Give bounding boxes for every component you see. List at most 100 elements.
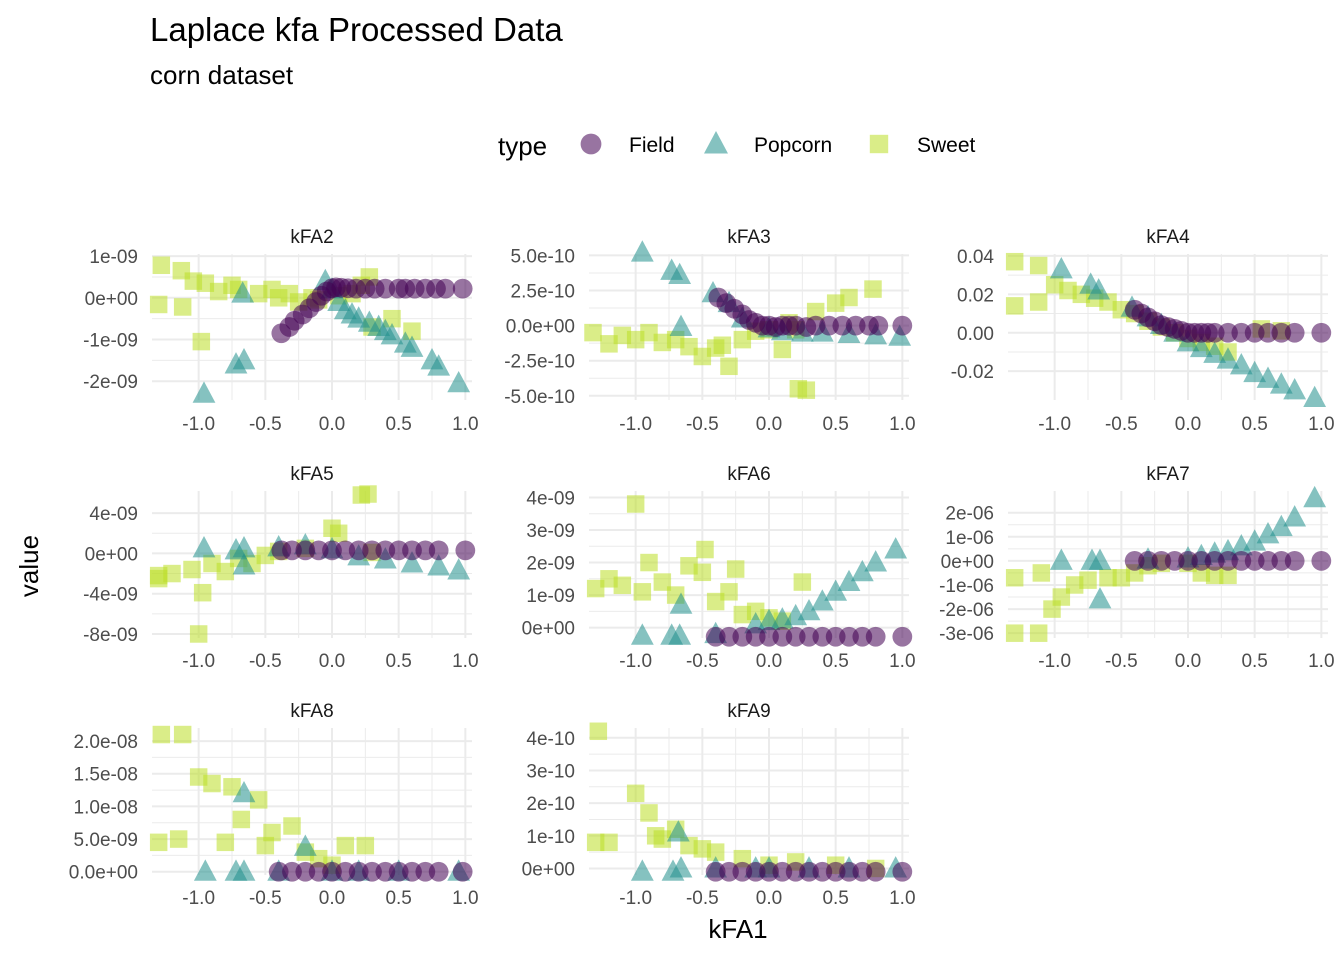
data-point-sweet	[216, 833, 235, 852]
data-point-field	[892, 861, 913, 882]
x-axis-label: kFA1	[708, 914, 767, 944]
y-tick-label: -2e-09	[83, 372, 138, 393]
data-point-popcorn	[193, 859, 217, 881]
x-tick-label: -0.5	[249, 414, 282, 435]
legend-label-sweet: Sweet	[917, 134, 976, 157]
data-point-sweet	[640, 323, 658, 342]
data-point-sweet	[152, 725, 171, 744]
data-point-sweet	[173, 725, 192, 744]
data-point-sweet	[613, 576, 632, 595]
x-tick-label: 1.0	[889, 414, 915, 435]
data-point-sweet	[586, 833, 605, 852]
data-point-popcorn	[1216, 347, 1240, 369]
data-point-sweet	[653, 573, 672, 591]
series-field	[708, 287, 913, 337]
x-tick-label: 1.0	[452, 651, 478, 672]
data-point-sweet	[1045, 275, 1064, 294]
x-tick-label: -0.5	[1105, 651, 1138, 672]
data-point-sweet	[209, 282, 228, 301]
data-point-field	[455, 540, 476, 561]
facet-strip-label: kFA5	[290, 464, 333, 485]
data-point-sweet	[600, 570, 618, 588]
data-point-popcorn	[1269, 372, 1293, 394]
data-point-popcorn	[447, 558, 471, 580]
data-point-sweet	[826, 294, 845, 312]
series-field	[268, 861, 473, 882]
series-sweet	[1005, 554, 1237, 642]
data-point-sweet	[163, 564, 181, 583]
y-tick-label: -1e-06	[939, 576, 994, 597]
y-tick-label: 1.5e-08	[74, 765, 138, 786]
y-tick-label: 0e+00	[85, 289, 138, 310]
y-tick-label: 0e+00	[85, 544, 138, 565]
y-tick-label: 1e-09	[526, 586, 575, 607]
data-point-popcorn	[797, 598, 821, 621]
chart-subtitle: corn dataset	[150, 60, 294, 90]
data-point-popcorn	[1303, 385, 1327, 408]
data-point-popcorn	[884, 537, 908, 559]
x-tick-label: -1.0	[619, 888, 652, 909]
data-point-popcorn	[1243, 529, 1267, 551]
data-point-sweet	[403, 322, 421, 340]
data-point-sweet	[196, 274, 215, 292]
data-point-popcorn	[192, 536, 216, 558]
data-point-popcorn	[1203, 341, 1227, 363]
y-tick-label: 3e-09	[526, 521, 575, 542]
data-point-sweet	[1099, 569, 1117, 587]
data-point-sweet	[806, 302, 825, 321]
x-tick-label: 1.0	[452, 888, 478, 909]
data-point-sweet	[586, 579, 605, 598]
data-point-sweet	[706, 592, 725, 611]
y-tick-label: 5.0e-09	[74, 830, 138, 851]
x-tick-label: -1.0	[619, 651, 652, 672]
data-point-sweet	[693, 347, 712, 366]
x-tick-label: 0.5	[385, 414, 411, 435]
data-point-sweet	[1032, 564, 1051, 582]
data-point-field	[892, 626, 913, 647]
data-point-sweet	[693, 840, 712, 858]
x-tick-label: 0.5	[822, 651, 848, 672]
data-point-sweet	[633, 583, 652, 601]
data-point-sweet	[149, 569, 168, 588]
x-tick-label: 0.0	[319, 888, 345, 909]
y-tick-label: 1e-09	[89, 247, 138, 268]
data-point-popcorn	[232, 780, 256, 803]
y-tick-label: 0e+00	[522, 859, 575, 880]
data-point-popcorn	[630, 623, 654, 645]
y-tick-label: 2e-06	[945, 504, 994, 525]
y-tick-label: 2e-10	[526, 794, 575, 815]
data-point-sweet	[733, 605, 752, 624]
x-tick-label: -0.5	[686, 414, 719, 435]
x-tick-label: 1.0	[1308, 651, 1334, 672]
data-point-popcorn	[232, 348, 256, 370]
y-tick-label: 4e-09	[526, 489, 575, 510]
data-point-sweet	[1205, 566, 1224, 585]
y-tick-label: 4e-10	[526, 729, 575, 750]
data-point-sweet	[1059, 281, 1077, 300]
data-point-popcorn	[1269, 514, 1293, 537]
legend-key-sweet	[869, 134, 889, 154]
y-tick-label: -5.0e-10	[504, 387, 575, 408]
legend-title: type	[498, 131, 547, 161]
data-point-popcorn	[669, 592, 693, 614]
data-point-popcorn	[824, 579, 848, 601]
data-point-popcorn	[668, 623, 692, 645]
data-point-popcorn	[1088, 548, 1112, 570]
data-point-sweet	[696, 540, 714, 559]
data-point-field	[452, 861, 473, 882]
series-field	[705, 626, 913, 647]
x-tick-label: -1.0	[1038, 414, 1071, 435]
data-point-sweet	[356, 836, 375, 855]
y-tick-label: 0.04	[957, 247, 994, 268]
data-point-sweet	[1005, 624, 1024, 642]
data-point-sweet	[1219, 566, 1237, 585]
data-point-sweet	[193, 583, 212, 602]
x-tick-label: 0.5	[385, 888, 411, 909]
y-tick-label: 1.0e-08	[74, 797, 138, 818]
y-tick-label: -0.02	[951, 362, 994, 383]
y-tick-label: 2.0e-08	[74, 732, 138, 753]
data-point-sweet	[1052, 588, 1071, 606]
facet-kfa6: kFA6 -1.0 -0.5 0.0 0.5 1.0 4e-09 3e-09 2e-09 1e-0…	[522, 464, 916, 672]
data-point-field	[1284, 322, 1305, 343]
data-point-sweet	[249, 284, 268, 303]
